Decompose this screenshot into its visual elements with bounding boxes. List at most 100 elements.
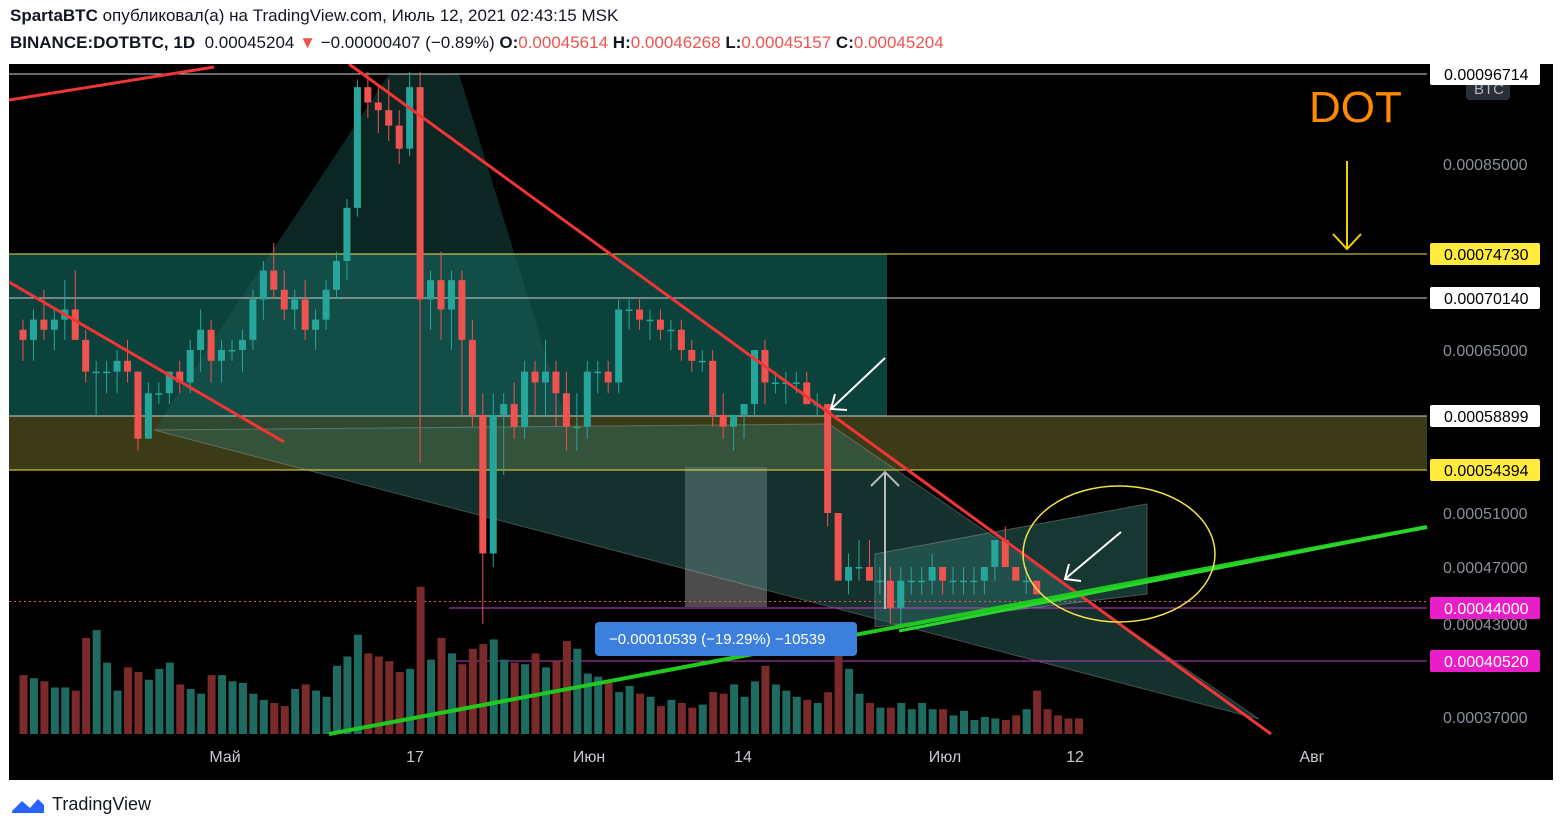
volume-bar xyxy=(928,709,937,734)
symbol-label: BINANCE:DOTBTC, 1D xyxy=(10,33,196,52)
candle-body xyxy=(479,414,487,554)
volume-bar xyxy=(489,639,498,734)
candle-body xyxy=(312,319,320,330)
white-arrow-1 xyxy=(830,357,886,410)
candle-body xyxy=(542,371,549,383)
volume-bar xyxy=(782,690,791,734)
volume-bar xyxy=(751,681,759,734)
volume-bar xyxy=(165,662,174,734)
candle-body xyxy=(1012,567,1020,581)
volume-bar xyxy=(322,696,331,734)
candle-body xyxy=(301,299,309,330)
ohlc-legend: BINANCE:DOTBTC, 1D 0.00045204 ▼ −0.00000… xyxy=(10,33,944,53)
candle-body xyxy=(646,319,654,322)
candle-body xyxy=(176,371,184,383)
chart-title: DOT xyxy=(1309,83,1402,132)
candle-body xyxy=(960,580,967,583)
publish-info: SpartaBTC опубликовал(а) на TradingView.… xyxy=(10,6,618,26)
tradingview-footer[interactable]: TradingView xyxy=(10,794,151,815)
volume-bar xyxy=(667,699,676,734)
candle-body xyxy=(552,371,560,394)
candle-body xyxy=(280,289,288,310)
volume-bar xyxy=(374,656,383,734)
volume-bar xyxy=(468,648,477,734)
price-change: −0.00000407 (−0.89%) xyxy=(320,33,495,52)
volume-bar xyxy=(918,703,927,734)
candle-body xyxy=(594,371,602,374)
candle-body xyxy=(865,567,873,581)
yellow-down-arrow-head xyxy=(1332,233,1362,251)
candle-body xyxy=(155,393,163,395)
candle-body xyxy=(824,404,832,513)
candle-body xyxy=(458,280,466,340)
measure-label: −0.00010539 (−19.29%) −10539 xyxy=(595,622,857,656)
volume-bar xyxy=(40,681,49,734)
support-trendline-green xyxy=(328,525,1428,736)
volume-bar xyxy=(625,685,634,734)
volume-bar xyxy=(740,696,749,734)
volume-bar xyxy=(207,675,216,734)
author-name[interactable]: SpartaBTC xyxy=(10,6,98,25)
candle-body xyxy=(771,382,779,384)
volume-bar xyxy=(907,709,916,734)
candle-body xyxy=(907,580,915,583)
open-value: 0.00045614 xyxy=(518,33,609,52)
y-axis-tick-label: 0.00085000 xyxy=(1443,157,1528,174)
price-level-label: 0.00058899 xyxy=(1444,409,1529,426)
volume-bar xyxy=(333,665,341,734)
candle-body xyxy=(803,382,811,405)
tradingview-logo-icon xyxy=(12,798,44,813)
volume-bar xyxy=(1043,709,1052,734)
price-level-label: 0.00040520 xyxy=(1444,654,1529,671)
volume-bar xyxy=(552,661,561,734)
x-axis-tick-label: Май xyxy=(209,749,240,766)
volume-bar xyxy=(301,684,310,734)
candle-body xyxy=(103,371,111,374)
volume-bar xyxy=(677,703,686,734)
volume-bar xyxy=(447,653,456,734)
candle-body xyxy=(71,309,79,340)
x-axis[interactable]: Май 17 Июн 14 Июл 12 Авг xyxy=(209,749,1324,766)
candle-body xyxy=(197,329,205,350)
chart-area[interactable]: DOT BTC −0.00010539 (−19.29%) −10539 0.0… xyxy=(8,62,1553,780)
volume-bar xyxy=(709,692,718,734)
price-level-badge xyxy=(1430,459,1540,481)
volume-bar xyxy=(1001,720,1010,734)
y-axis[interactable]: 0.00085000 0.00065000 0.00051000 0.00047000… xyxy=(1430,63,1540,727)
candle-body xyxy=(970,580,978,583)
volume-bar xyxy=(834,653,843,734)
price-level-badge xyxy=(1430,405,1540,427)
candle-body xyxy=(1022,580,1030,583)
volume-bar xyxy=(1054,715,1063,734)
candle-body xyxy=(468,339,476,415)
chart-svg[interactable]: DOT BTC −0.00010539 (−19.29%) −10539 0.0… xyxy=(8,62,1553,780)
volume-bar xyxy=(155,668,164,734)
volume-bar xyxy=(134,672,143,734)
candle-body xyxy=(949,580,957,583)
candle-body xyxy=(677,329,685,350)
high-value: 0.00046268 xyxy=(630,33,721,52)
top-left-red-line xyxy=(8,65,215,102)
volume-bar xyxy=(249,693,258,734)
volume-bar xyxy=(113,690,122,734)
volume-bar xyxy=(792,696,801,734)
white-arrow-2-head xyxy=(1063,563,1082,582)
candle-body xyxy=(709,360,717,415)
candle-body xyxy=(845,567,853,581)
candle-body xyxy=(364,87,372,103)
candle-body xyxy=(238,339,246,350)
candle-body xyxy=(615,309,623,383)
volume-bar xyxy=(573,648,582,734)
candle-body xyxy=(427,280,435,300)
candle-body xyxy=(573,426,581,429)
volume-bar xyxy=(939,709,948,734)
grey-up-arrow-head xyxy=(870,470,900,487)
candle-body xyxy=(228,350,236,352)
candle-body xyxy=(124,360,131,372)
candle-body xyxy=(270,270,278,290)
volume-bar xyxy=(479,644,488,734)
volume-bar xyxy=(813,703,822,734)
candle-body xyxy=(385,110,393,126)
candle-body xyxy=(730,414,738,427)
measure-box xyxy=(685,467,767,607)
